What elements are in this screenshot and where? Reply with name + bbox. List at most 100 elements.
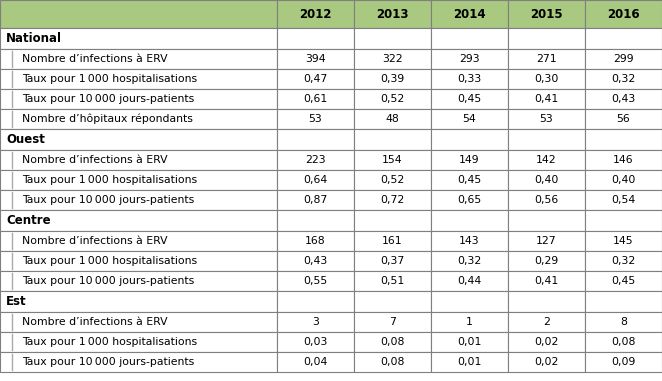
Text: 0,41: 0,41 (534, 94, 559, 104)
Text: 394: 394 (305, 54, 326, 64)
Text: 145: 145 (613, 236, 634, 246)
Bar (585, 129, 662, 150)
Bar (354, 332, 431, 352)
Bar (0, 89, 277, 109)
Text: 0,55: 0,55 (303, 276, 328, 286)
Text: Taux pour 1 000 hospitalisations: Taux pour 1 000 hospitalisations (22, 175, 197, 185)
Bar (431, 190, 508, 210)
Bar (585, 190, 662, 210)
Bar (277, 231, 354, 251)
Text: 271: 271 (536, 54, 557, 64)
Bar (431, 231, 508, 251)
Text: Est: Est (6, 295, 26, 308)
Text: Nombre d’infections à ERV: Nombre d’infections à ERV (22, 54, 167, 64)
Text: Nombre d’infections à ERV: Nombre d’infections à ERV (22, 317, 167, 327)
Bar (354, 210, 431, 231)
Bar (277, 251, 354, 271)
Text: 0,33: 0,33 (457, 74, 482, 84)
Bar (277, 291, 354, 312)
Text: 0,56: 0,56 (534, 195, 559, 205)
Text: Centre: Centre (6, 214, 50, 227)
Bar (0, 69, 277, 89)
Bar (431, 129, 508, 150)
Bar (0, 190, 277, 210)
Bar (0, 49, 277, 69)
Bar (354, 28, 431, 49)
Bar (508, 69, 585, 89)
Bar (354, 0, 431, 28)
Bar (354, 271, 431, 291)
Text: 0,61: 0,61 (303, 94, 328, 104)
Bar (508, 352, 585, 372)
Bar (508, 0, 585, 28)
Bar (431, 291, 508, 312)
Bar (0, 332, 277, 352)
Text: 54: 54 (463, 114, 477, 124)
Bar (508, 312, 585, 332)
Bar (508, 291, 585, 312)
Bar (0, 109, 277, 129)
Text: 168: 168 (305, 236, 326, 246)
Text: Taux pour 10 000 jours-patients: Taux pour 10 000 jours-patients (22, 195, 194, 205)
Bar (585, 210, 662, 231)
Text: 0,54: 0,54 (612, 195, 636, 205)
Text: Taux pour 10 000 jours-patients: Taux pour 10 000 jours-patients (22, 276, 194, 286)
Text: 0,02: 0,02 (534, 357, 559, 367)
Text: Taux pour 1 000 hospitalisations: Taux pour 1 000 hospitalisations (22, 256, 197, 266)
Bar (0, 28, 277, 49)
Text: 161: 161 (382, 236, 402, 246)
Bar (585, 150, 662, 170)
Text: 0,64: 0,64 (303, 175, 328, 185)
Text: 0,45: 0,45 (457, 94, 482, 104)
Text: Nombre d’infections à ERV: Nombre d’infections à ERV (22, 236, 167, 246)
Text: Taux pour 1 000 hospitalisations: Taux pour 1 000 hospitalisations (22, 337, 197, 347)
Text: 0,43: 0,43 (612, 94, 636, 104)
Text: 0,08: 0,08 (611, 337, 636, 347)
Bar (508, 251, 585, 271)
Bar (277, 150, 354, 170)
Text: National: National (6, 32, 62, 45)
Bar (431, 332, 508, 352)
Bar (0, 210, 277, 231)
Bar (431, 352, 508, 372)
Bar (585, 332, 662, 352)
Text: 0,44: 0,44 (457, 276, 482, 286)
Bar (0, 312, 277, 332)
Bar (277, 28, 354, 49)
Bar (508, 28, 585, 49)
Bar (354, 150, 431, 170)
Text: 142: 142 (536, 155, 557, 165)
Text: 322: 322 (382, 54, 402, 64)
Bar (508, 129, 585, 150)
Bar (431, 170, 508, 190)
Text: 0,45: 0,45 (457, 175, 482, 185)
Bar (277, 0, 354, 28)
Bar (354, 231, 431, 251)
Bar (508, 150, 585, 170)
Bar (585, 170, 662, 190)
Text: 0,08: 0,08 (380, 357, 404, 367)
Text: 48: 48 (386, 114, 399, 124)
Text: 0,29: 0,29 (534, 256, 559, 266)
Bar (431, 89, 508, 109)
Bar (431, 49, 508, 69)
Bar (585, 28, 662, 49)
Bar (354, 291, 431, 312)
Text: 0,51: 0,51 (381, 276, 404, 286)
Bar (431, 271, 508, 291)
Text: 223: 223 (305, 155, 326, 165)
Bar (508, 89, 585, 109)
Bar (277, 49, 354, 69)
Text: 0,32: 0,32 (612, 74, 636, 84)
Bar (508, 190, 585, 210)
Text: 0,04: 0,04 (303, 357, 328, 367)
Bar (431, 28, 508, 49)
Text: 0,40: 0,40 (611, 175, 636, 185)
Text: 0,03: 0,03 (303, 337, 328, 347)
Text: 0,30: 0,30 (534, 74, 559, 84)
Text: 2016: 2016 (607, 8, 639, 21)
Bar (508, 231, 585, 251)
Text: 7: 7 (389, 317, 396, 327)
Text: 0,09: 0,09 (611, 357, 636, 367)
Bar (277, 271, 354, 291)
